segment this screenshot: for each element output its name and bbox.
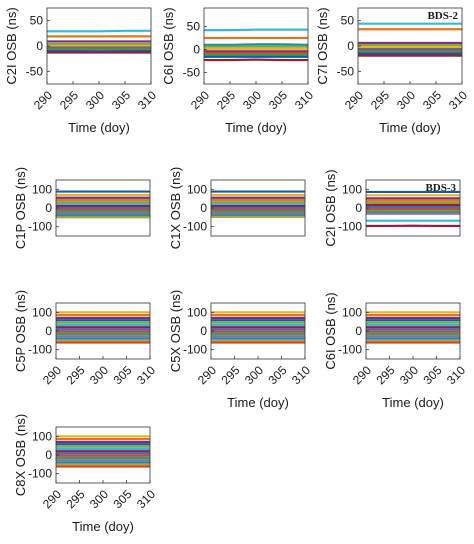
panel-3: 50 0 -50 290 295 300 305 310 Time (doy) C7I OSB (… [315, 7, 470, 135]
y-axis-label: C7I OSB (ns) [315, 7, 330, 84]
y-axis-label: C5P OSB (ns) [13, 290, 28, 372]
y-tick-label: 0 [36, 39, 43, 53]
x-tick-label: 295 [63, 363, 87, 387]
y-tick-label: -100 [28, 220, 52, 234]
x-tick-label: 300 [397, 363, 421, 387]
y-tick-label: 50 [341, 14, 355, 28]
y-axis-label: C2I OSB (ns) [323, 169, 338, 246]
y-tick-label: -50 [337, 64, 355, 78]
y-axis-label: C6I OSB (ns) [323, 292, 338, 369]
system-label: BDS-2 [427, 10, 458, 22]
x-tick-label: 295 [218, 363, 242, 387]
y-axis-label: C2I OSB (ns) [4, 7, 19, 84]
x-tick-label: 290 [40, 363, 64, 387]
y-axis-label: C5X OSB (ns) [168, 290, 183, 372]
x-tick-label: 295 [57, 88, 81, 112]
y-tick-label: 0 [45, 448, 52, 462]
y-tick-label: -50 [183, 65, 201, 79]
y-tick-label: 100 [342, 182, 362, 196]
y-axis-label: C6I OSB (ns) [161, 7, 176, 84]
x-axis-label: Time (doy) [225, 120, 287, 135]
series-line-1 [47, 29, 151, 33]
x-tick-label: 310 [134, 363, 158, 387]
x-axis-label: Time (doy) [227, 395, 289, 410]
x-tick-label: 295 [214, 88, 238, 112]
y-tick-label: -100 [28, 343, 52, 357]
x-tick-label: 295 [368, 88, 392, 112]
x-tick-label: 310 [292, 88, 316, 112]
y-tick-label: 0 [45, 324, 52, 338]
system-label: BDS-3 [425, 182, 456, 194]
x-tick-label: 300 [242, 363, 266, 387]
y-tick-label: 0 [355, 324, 362, 338]
panel-7: 100 0 -100 290 295 300 305 310 C5P OSB (ns) [13, 290, 158, 387]
x-axis-label: Time (doy) [382, 395, 444, 410]
panel-2: 50 0 -50 290 295 300 305 310 Time (doy) C6I OSB (… [161, 7, 316, 135]
y-tick-label: 100 [32, 305, 52, 319]
x-tick-label: 295 [63, 487, 87, 511]
y-tick-label: -100 [338, 343, 362, 357]
x-tick-label: 300 [83, 88, 107, 112]
x-tick-label: 290 [188, 88, 212, 112]
x-tick-label: 305 [266, 88, 290, 112]
x-tick-label: 305 [420, 88, 444, 112]
y-tick-label: 0 [193, 42, 200, 56]
y-tick-label: -100 [183, 343, 207, 357]
x-tick-label: 310 [446, 88, 470, 112]
x-axis-label: Time (doy) [68, 120, 130, 135]
y-tick-label: -50 [26, 64, 44, 78]
x-tick-label: 300 [87, 363, 111, 387]
y-axis-label: C8X OSB (ns) [13, 414, 28, 496]
y-tick-label: -100 [183, 220, 207, 234]
x-tick-label: 290 [40, 487, 64, 511]
x-tick-label: 310 [134, 487, 158, 511]
y-tick-label: 0 [347, 39, 354, 53]
x-tick-label: 310 [289, 363, 313, 387]
x-tick-label: 300 [240, 88, 264, 112]
y-axis-label: C1P OSB (ns) [13, 167, 28, 249]
y-tick-label: 0 [355, 201, 362, 215]
y-tick-label: 0 [200, 201, 207, 215]
x-tick-label: 305 [265, 363, 289, 387]
y-tick-label: -100 [338, 220, 362, 234]
x-tick-label: 300 [87, 487, 111, 511]
x-tick-label: 305 [109, 88, 133, 112]
x-tick-label: 290 [350, 363, 374, 387]
y-tick-label: 100 [32, 429, 52, 443]
x-tick-label: 305 [420, 363, 444, 387]
x-tick-label: 300 [394, 88, 418, 112]
y-tick-label: 100 [342, 305, 362, 319]
y-axis-label: C1X OSB (ns) [168, 167, 183, 249]
x-tick-label: 290 [31, 88, 55, 112]
y-tick-label: 50 [187, 19, 201, 33]
y-tick-label: 100 [32, 182, 52, 196]
y-tick-label: -100 [28, 467, 52, 481]
panel-1: 50 0 -50 290 295 300 305 310 Time (doy) C2I OSB (… [4, 7, 159, 135]
y-tick-label: 0 [200, 324, 207, 338]
x-tick-label: 290 [195, 363, 219, 387]
x-tick-label: 310 [444, 363, 468, 387]
x-tick-label: 305 [110, 363, 134, 387]
x-tick-label: 310 [135, 88, 159, 112]
x-axis-label: Time (doy) [72, 519, 134, 534]
y-tick-label: 100 [187, 305, 207, 319]
y-tick-label: 0 [45, 201, 52, 215]
x-tick-label: 295 [373, 363, 397, 387]
x-tick-label: 305 [110, 487, 134, 511]
y-tick-label: 100 [187, 182, 207, 196]
x-tick-label: 290 [342, 88, 366, 112]
x-axis-label: Time (doy) [379, 120, 441, 135]
y-tick-label: 50 [30, 14, 44, 28]
